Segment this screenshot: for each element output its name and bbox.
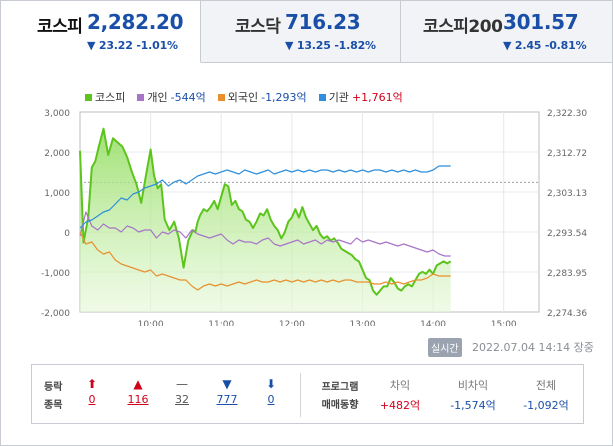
panel-divider [300,373,301,417]
realtime-badge[interactable]: 실시간 [428,338,462,357]
left-tick-label: -2,000 [41,309,70,319]
legend-swatch [137,93,145,101]
kospi-area [80,128,451,312]
right-tick-label: 2,312.72 [547,149,587,159]
program-non-arbitrage: 비차익 -1,574억 [438,377,508,413]
breadth-count[interactable]: 0 [267,393,275,406]
breadth-lower-limit: ⬇ 0 [256,377,286,406]
tab-price: 2,282.20 [87,10,184,34]
tab-kosdaq[interactable]: 코스닥 716.23 ▼ 13.25 -1.82% [201,1,401,63]
tab-price: 716.23 [285,10,361,34]
breadth-rising: ▲ 116 [123,377,153,406]
legend-item-foreign[interactable]: 외국인 -1,293억 [217,89,307,105]
program-arbitrage: 차익 +482억 [370,377,430,413]
up-limit-arrow-icon: ⬆ [86,377,98,391]
right-tick-label: 2,293.54 [547,229,587,239]
breadth-count[interactable]: 116 [127,393,149,406]
legend-value: -544억 [170,91,206,104]
x-tick-label: 11:00 [208,320,234,326]
series-line-e8902e [79,231,451,291]
left-tick-label: 3,000 [44,109,70,119]
tab-kospi200[interactable]: 코스피200 301.57 ▼ 2.45 -0.81% [401,1,612,63]
legend-item-institution[interactable]: 기관 +1,761억 [318,89,403,105]
legend-item-kospi[interactable]: 코스피 [85,89,125,105]
program-label-line2: 매매동향 [321,400,359,411]
chart-legend: 코스피 개인 -544억 외국인 -1,293억 기관 +1,761억 [85,89,403,105]
x-tick-label: 10:00 [138,320,164,326]
breadth-label-line1: 등락 [44,382,63,393]
breadth-count[interactable]: 777 [216,393,238,406]
breadth-unchanged: — 32 [167,377,197,406]
program-col-value: -1,092억 [523,399,569,412]
legend-swatch [318,93,326,101]
tab-change: ▼ 2.45 -0.81% [503,39,587,52]
up-triangle-icon: ▲ [133,377,143,391]
x-tick-label: 14:00 [420,320,446,326]
left-tick-label: -1,000 [41,269,70,279]
intraday-chart: 3,000 2,322.30 2,000 2,312.72 1,000 2,303.13 0… [41,109,587,326]
series-line-2f8fdc [79,165,451,229]
legend-value: -1,293억 [261,91,307,104]
flat-dash-icon: — [176,377,188,391]
program-label-line1: 프로그램 [321,382,359,393]
down-triangle-icon: ▼ [222,377,232,391]
right-tick-label: 2,274.36 [547,309,587,319]
breadth-falling: ▼ 777 [212,377,242,406]
legend-swatch [217,93,225,101]
x-tick-label: 13:00 [349,320,375,326]
index-tabs: 코스피 2,282.20 ▼ 23.22 -1.01% 코스닥 716.23 ▼… [1,1,612,63]
breadth-upper-limit: ⬆ 0 [77,377,107,406]
tab-price: 301.57 [503,10,579,34]
tab-name: 코스피200 [423,17,503,37]
legend-label: 코스피 [95,91,126,104]
program-col-header: 차익 [389,379,411,392]
breadth-label-line2: 종목 [44,400,63,411]
program-total: 전체 -1,092억 [512,377,580,413]
down-limit-arrow-icon: ⬇ [265,377,277,391]
left-tick-label: 1,000 [44,189,70,199]
tab-name: 코스피 [37,17,83,37]
tab-kospi[interactable]: 코스피 2,282.20 ▼ 23.22 -1.01% [1,1,201,63]
program-col-header: 전체 [535,379,557,392]
program-col-value: +482억 [379,399,421,412]
breadth-count[interactable]: 0 [88,393,96,406]
series-line-a874c8 [79,211,451,257]
x-tick-label: 15:00 [491,320,517,326]
legend-value: +1,761억 [351,91,403,104]
tab-change: ▼ 13.25 -1.82% [285,39,376,52]
left-tick-label: 0 [64,229,70,239]
legend-swatch [85,93,92,101]
legend-label: 외국인 [227,91,259,104]
kospi-line [79,127,452,296]
right-tick-label: 2,322.30 [547,109,587,119]
tab-change: ▼ 23.22 -1.01% [87,39,178,52]
market-summary-panel: 등락 종목 ⬆ 0 ▲ 116 — 32 ▼ 777 ⬇ 0 프로그램 매매동향… [31,364,584,424]
legend-item-individual[interactable]: 개인 -544억 [137,89,206,105]
breadth-count[interactable]: 32 [175,393,189,406]
right-tick-label: 2,283.95 [547,269,587,279]
chart-datetime: 2022.07.04 14:14 장중 [472,341,594,354]
legend-label: 개인 [147,91,168,104]
legend-label: 기관 [328,91,349,104]
right-tick-label: 2,303.13 [547,189,587,199]
program-col-value: -1,574억 [450,399,496,412]
x-tick-label: 12:00 [279,320,305,326]
tab-name: 코스닥 [235,17,281,37]
program-col-header: 비차익 [457,379,489,392]
left-tick-label: 2,000 [44,149,70,159]
